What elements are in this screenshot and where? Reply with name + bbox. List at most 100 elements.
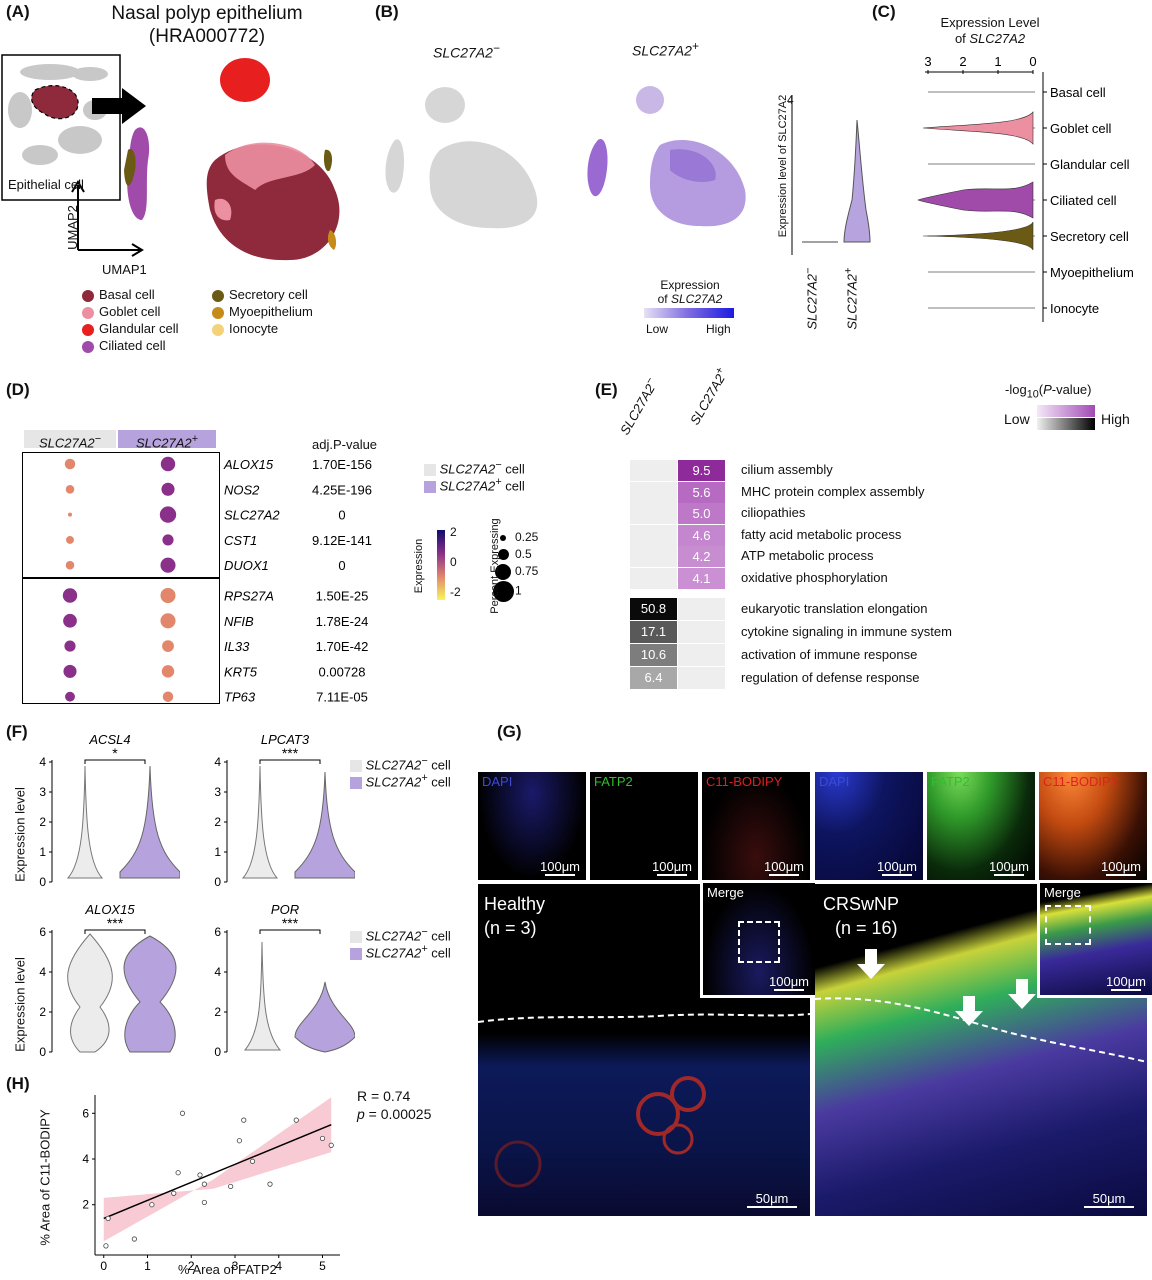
d-dot-pos bbox=[162, 534, 174, 546]
panel-c-label: (C) bbox=[872, 2, 896, 21]
d-pct-dot bbox=[500, 534, 506, 541]
d-expr-tick: 0 bbox=[450, 555, 457, 569]
c-row-label: Myoepithelium bbox=[1050, 265, 1134, 280]
h-xtick: 2 bbox=[188, 1259, 195, 1273]
d-dot-pos bbox=[160, 557, 176, 573]
d-gene-label: IL33 bbox=[224, 639, 250, 654]
e-cell-pos: 4.6 bbox=[678, 524, 725, 546]
d-pvalue: 1.70E-42 bbox=[316, 639, 369, 654]
c-tick: 1 bbox=[994, 54, 1001, 69]
d-pvalue: 1.70E-156 bbox=[312, 457, 372, 472]
d-dot-neg bbox=[64, 640, 76, 652]
h-r-annotation: R = 0.74 bbox=[357, 1088, 411, 1104]
expr-title-d: Expression bbox=[413, 538, 426, 594]
c-row-label: Ciliated cell bbox=[1050, 193, 1117, 208]
panel-c-title: Expression Level of SLC27A2 bbox=[940, 15, 1040, 46]
f-violin-pos bbox=[123, 935, 177, 1053]
d-expr-tick: -2 bbox=[450, 585, 461, 599]
f-violins: 0 1 2 3 4 ACSL4 * 0 1 2 3 4 LPCAT3 *** 0 2 4 6 ALOX15 *** 0 2… bbox=[0, 722, 480, 1059]
f-violin-plot: 0 2 4 6 POR*** bbox=[214, 902, 355, 1059]
expr-high-b: High bbox=[706, 322, 731, 336]
legend-label: Basal cell bbox=[99, 287, 155, 302]
d-legend-neg: SLC27A2− cell bbox=[424, 459, 525, 476]
d-box-top bbox=[22, 452, 220, 578]
legend-dot bbox=[212, 289, 224, 302]
panel-g-label: (G) bbox=[497, 722, 522, 741]
h-xtick: 1 bbox=[144, 1259, 151, 1273]
e-cell-pos: 9.5 bbox=[678, 460, 725, 481]
h-point bbox=[328, 1142, 334, 1148]
e-cell-pos: 5.0 bbox=[678, 503, 725, 524]
legend-dot bbox=[212, 323, 224, 336]
e-cell-neg-empty bbox=[630, 460, 677, 481]
slc-pos-title: SLC27A2+ bbox=[632, 40, 699, 59]
f-violin-plot: 0 1 2 3 4 ACSL4* bbox=[39, 732, 180, 889]
f-legend-neg-2: SLC27A2− cell bbox=[350, 926, 451, 943]
legend-label: Ionocyte bbox=[229, 321, 279, 336]
panel-f-label: (F) bbox=[6, 722, 28, 741]
h-point bbox=[175, 1170, 181, 1176]
e-term: eukaryotic translation elongation bbox=[741, 601, 928, 616]
f-violin-pos bbox=[119, 765, 180, 879]
f-tick: 2 bbox=[214, 1005, 221, 1019]
e-cell-pos: 5.6 bbox=[678, 481, 725, 503]
d-dot-neg bbox=[66, 535, 74, 544]
arrow-down-icon-2 bbox=[955, 996, 983, 1026]
h-point bbox=[179, 1110, 186, 1116]
panel-d-label: (D) bbox=[6, 380, 30, 399]
f-tick: 1 bbox=[214, 845, 221, 859]
d-dot-neg bbox=[62, 588, 78, 603]
legend-dot bbox=[82, 340, 94, 353]
legend-item-a: Secretory cell bbox=[212, 287, 308, 302]
e-col-pos: SLC27A2+ bbox=[687, 364, 728, 428]
f-tick: 6 bbox=[39, 925, 46, 939]
d-dot-neg bbox=[65, 691, 75, 702]
slc-neg-title: SLC27A2− bbox=[433, 42, 500, 61]
legend-label: Ciliated cell bbox=[99, 338, 166, 353]
h-ytick: 4 bbox=[82, 1152, 89, 1166]
f-violin-pos bbox=[294, 981, 355, 1053]
d-pvalue: 1.78E-24 bbox=[316, 614, 369, 629]
d-pct-item: 1 bbox=[492, 581, 522, 602]
d-pct-label: 0.25 bbox=[515, 530, 539, 544]
h-point bbox=[201, 1199, 207, 1206]
e-cell-pos: 4.2 bbox=[678, 546, 725, 567]
inset-label: Epithelial cell bbox=[8, 177, 84, 192]
e-term: ATP metabolic process bbox=[741, 548, 874, 563]
expr-gradient-d bbox=[437, 530, 445, 600]
h-point bbox=[249, 1158, 256, 1164]
inset-epithelial-cluster bbox=[31, 85, 79, 120]
umap-points bbox=[124, 58, 340, 261]
d-pct-dot bbox=[497, 549, 509, 561]
d-pct-dot bbox=[492, 581, 514, 602]
f-violin-neg bbox=[66, 765, 104, 879]
c-row-label: Glandular cell bbox=[1050, 157, 1130, 172]
e-cell-neg-empty bbox=[630, 503, 677, 524]
expr-legend-b: Expression of SLC27A2 bbox=[657, 278, 723, 306]
h-ylabel: % Area of C11-BODIPY bbox=[37, 1109, 53, 1246]
e-low: Low bbox=[1004, 411, 1030, 427]
h-scatter: 0 1 2 3 4 5 2 4 6 bbox=[82, 1095, 340, 1273]
d-dot-neg bbox=[68, 512, 72, 517]
panel-a-title-line2: (HRA000772) bbox=[148, 26, 266, 47]
expr-gradient-b bbox=[644, 308, 734, 318]
d-adj-header: adj.P-value bbox=[312, 437, 378, 452]
d-gene-label: NFIB bbox=[224, 614, 254, 629]
e-term: regulation of defense response bbox=[741, 670, 920, 685]
d-dot-pos bbox=[159, 506, 177, 523]
e-legend-title: -log10(P-value) bbox=[1005, 382, 1092, 401]
f-tick: 2 bbox=[39, 1005, 46, 1019]
d-dot-pos bbox=[161, 665, 175, 678]
h-point bbox=[105, 1215, 111, 1222]
d-pct-dot bbox=[495, 564, 511, 580]
c-row-label: Basal cell bbox=[1050, 85, 1106, 100]
e-gradient-neg bbox=[1037, 418, 1095, 430]
c-violin bbox=[922, 111, 1034, 145]
e-term: cilium assembly bbox=[741, 462, 833, 477]
d-col-neg: SLC27A2− bbox=[24, 430, 116, 450]
legend-item-a: Myoepithelium bbox=[212, 304, 313, 319]
legend-item-a: Ciliated cell bbox=[82, 338, 165, 353]
arrow-down-icon-1 bbox=[857, 949, 885, 979]
d-dot-neg bbox=[64, 458, 76, 470]
panel-a-title-line1: Nasal polyp epithelium bbox=[111, 3, 303, 24]
